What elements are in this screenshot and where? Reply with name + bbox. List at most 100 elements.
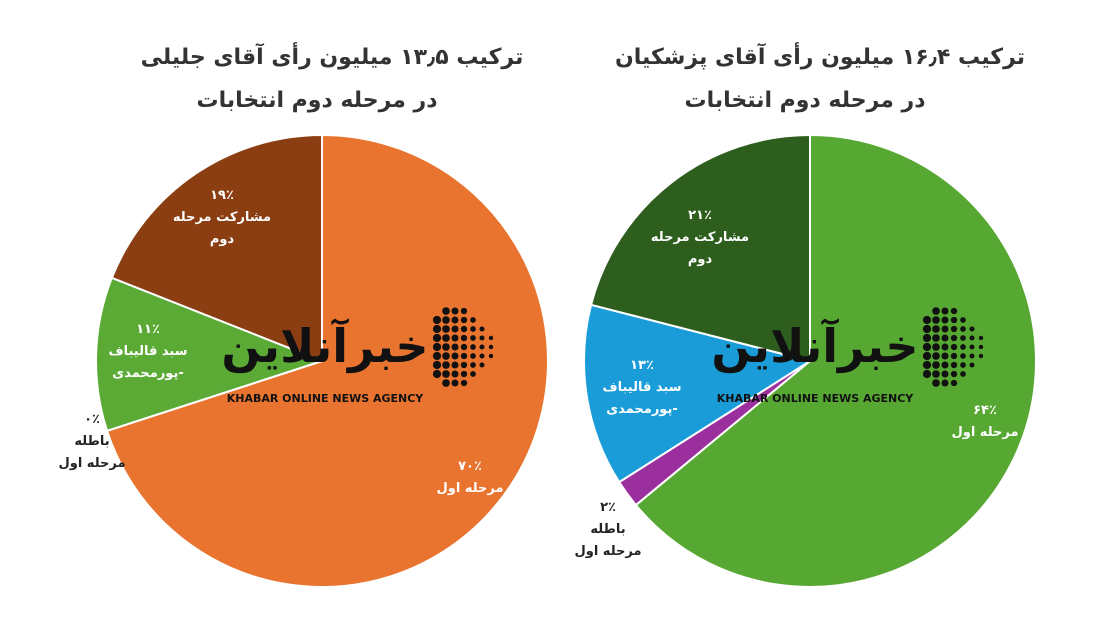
logo-dot bbox=[460, 307, 468, 315]
pie-slice bbox=[110, 133, 323, 363]
logo-dot bbox=[460, 334, 468, 342]
logo-dot bbox=[960, 335, 966, 341]
logo-tagline: KHABAR ONLINE NEWS AGENCY bbox=[717, 392, 915, 405]
logo-dot bbox=[432, 369, 442, 379]
subtitle: در مرحله دوم انتخابات bbox=[684, 88, 926, 113]
logo-dot bbox=[460, 352, 468, 360]
category-label: سبد قالیباف -پورمحمدی bbox=[602, 379, 682, 418]
slice-label: ۶۴٪ مرحله اول bbox=[925, 400, 1045, 444]
logo-dot bbox=[442, 379, 450, 387]
logo-dot bbox=[432, 315, 442, 325]
logo-dot bbox=[969, 362, 975, 368]
slice-label: ۰٪ باطله مرحله اول bbox=[57, 409, 127, 475]
logo-dot bbox=[442, 334, 450, 342]
logo-dot bbox=[941, 352, 949, 360]
logo-dot bbox=[969, 353, 975, 359]
logo-dot bbox=[960, 371, 966, 377]
logo-dot bbox=[451, 370, 459, 378]
logo-name: خبرآنلاین bbox=[711, 318, 918, 373]
logo-dot bbox=[922, 360, 932, 370]
logo-dot bbox=[488, 335, 494, 341]
slice-label: ۱۱٪ سبد قالیباف -پورمحمدی bbox=[88, 319, 208, 385]
logo-dot bbox=[922, 333, 932, 343]
logo-dot bbox=[442, 352, 450, 360]
pie-slice bbox=[105, 133, 549, 588]
logo-dot bbox=[451, 316, 459, 324]
logo-dot bbox=[432, 342, 442, 352]
logo-name: خبرآنلاین bbox=[221, 318, 428, 373]
logo-dot bbox=[470, 371, 476, 377]
logo-dot bbox=[950, 343, 958, 351]
logo-dot bbox=[470, 317, 476, 323]
logo-dot bbox=[432, 324, 442, 334]
slice-label: ۱۹٪ مشارکت مرحله دوم bbox=[162, 185, 282, 251]
logo-dot bbox=[932, 370, 940, 378]
pie-slice bbox=[634, 133, 1037, 588]
value-label: ۰٪ bbox=[84, 411, 100, 427]
logo-dot bbox=[460, 379, 468, 387]
logo-dot bbox=[460, 370, 468, 378]
logo-dot bbox=[950, 370, 958, 378]
logo-dot bbox=[451, 334, 459, 342]
slice-label: ۲٪ باطله مرحله اول bbox=[573, 497, 643, 563]
logo-dot bbox=[451, 307, 459, 315]
logo-dot bbox=[432, 333, 442, 343]
chart-title: ترکیب ۱۶٫۴ میلیون رأی آقای پزشکیان bbox=[615, 45, 1025, 70]
logo-dot bbox=[488, 344, 494, 350]
logo-dot bbox=[960, 362, 966, 368]
logo-dot bbox=[922, 342, 932, 352]
category-label: مرحله اول bbox=[951, 425, 1019, 440]
value-label: ۷۰٪ bbox=[458, 458, 482, 474]
logo-dot bbox=[442, 370, 450, 378]
subtitle: در مرحله دوم انتخابات bbox=[196, 88, 438, 113]
chart-subtitle: در مرحله دوم انتخابات bbox=[684, 88, 925, 113]
logo-dot bbox=[479, 362, 485, 368]
logo-dot bbox=[479, 344, 485, 350]
logo-dot bbox=[470, 344, 476, 350]
logo-dot bbox=[432, 351, 442, 361]
pie-slice bbox=[583, 303, 813, 484]
value-label: ۱۹٪ bbox=[210, 187, 234, 203]
logo-dot bbox=[922, 351, 932, 361]
logo-dot bbox=[941, 379, 949, 387]
logo-dot bbox=[978, 353, 984, 359]
category-label: باطله مرحله اول bbox=[574, 521, 642, 560]
logo-dot bbox=[960, 344, 966, 350]
logo-dot bbox=[442, 307, 450, 315]
logo-dot bbox=[470, 362, 476, 368]
logo-dot bbox=[442, 361, 450, 369]
logo-dot bbox=[950, 334, 958, 342]
logo-dot bbox=[960, 326, 966, 332]
slice-label: ۲۱٪ مشارکت مرحله دوم bbox=[640, 205, 760, 271]
logo-dot bbox=[969, 335, 975, 341]
logo-dot bbox=[932, 334, 940, 342]
logo-dot bbox=[932, 379, 940, 387]
logo-dot bbox=[442, 316, 450, 324]
logo-dot bbox=[460, 316, 468, 324]
category-label: مشارکت مرحله دوم bbox=[650, 229, 750, 268]
logo-dot bbox=[932, 316, 940, 324]
logo-dot bbox=[488, 353, 494, 359]
logo-dot bbox=[442, 343, 450, 351]
logo-dot bbox=[451, 343, 459, 351]
value-label: ۲٪ bbox=[600, 499, 616, 515]
logo-dot bbox=[922, 315, 932, 325]
logo-dot bbox=[442, 325, 450, 333]
logo-dot bbox=[941, 316, 949, 324]
logo-dot bbox=[941, 361, 949, 369]
value-label: ۲۱٪ bbox=[688, 207, 712, 223]
logo-dot bbox=[470, 335, 476, 341]
logo-dot bbox=[451, 361, 459, 369]
value-label: ۶۴٪ bbox=[973, 402, 997, 418]
pie-slice bbox=[589, 133, 811, 363]
logo-dot bbox=[922, 369, 932, 379]
category-label: باطله مرحله اول bbox=[58, 433, 126, 472]
logo-dot bbox=[460, 325, 468, 333]
chart-title: ترکیب ۱۳٫۵ میلیون رأی آقای جلیلی bbox=[141, 45, 524, 70]
logo-dot bbox=[941, 370, 949, 378]
logo-dot bbox=[922, 324, 932, 334]
logo-dot bbox=[932, 361, 940, 369]
logo-dot bbox=[941, 334, 949, 342]
